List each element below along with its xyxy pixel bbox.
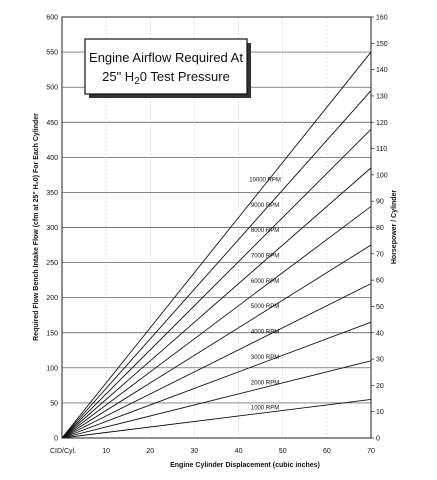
y-left-tick-label: 600 bbox=[46, 15, 58, 22]
rpm-labels: 1000 RPM 2000 RPM 3000 RPM 4000 RPM 5000 RPM… bbox=[249, 177, 281, 411]
y-left-tick-label: 500 bbox=[46, 85, 58, 92]
rpm-line-label: 9000 RPM bbox=[251, 203, 279, 209]
rpm-line-label: 6000 RPM bbox=[251, 279, 279, 285]
rpm-line bbox=[61, 283, 372, 439]
y-axis-left-title: Required Flow Bench Intake Flow (cfm at … bbox=[33, 113, 40, 341]
rpm-line bbox=[61, 51, 372, 439]
y-left-tick-label: 550 bbox=[46, 50, 58, 57]
y-right-tick-label: 100 bbox=[376, 172, 388, 179]
y-right-tick-label: 110 bbox=[376, 146, 387, 153]
rpm-line bbox=[61, 360, 372, 439]
ticks: 0 50 100 150 200 250 300 350 400 450 500 550 600 0 10 2… bbox=[46, 15, 387, 456]
y-left-tick-label: 250 bbox=[46, 260, 58, 267]
y-right-tick-label: 40 bbox=[376, 330, 384, 337]
rpm-line bbox=[61, 321, 372, 439]
y-left-tick-label: 50 bbox=[50, 400, 58, 407]
rpm-line bbox=[61, 128, 372, 439]
chart-title-line-1: Engine Airflow Required At bbox=[89, 50, 243, 65]
rpm-line-label: 7000 RPM bbox=[251, 253, 279, 259]
y-left-tick-label: 200 bbox=[46, 295, 58, 302]
chart-title-box: Engine Airflow Required At 25" H20 Test … bbox=[84, 38, 251, 98]
rpm-line bbox=[61, 167, 372, 439]
y-right-tick-label: 160 bbox=[376, 15, 388, 22]
y-right-tick-label: 10 bbox=[376, 409, 384, 416]
x-tick-label: 60 bbox=[323, 448, 331, 455]
rpm-line bbox=[61, 206, 372, 439]
y-right-tick-label: 80 bbox=[376, 225, 384, 232]
y-right-tick-label: 70 bbox=[376, 251, 384, 258]
x-axis-title: Engine Cylinder Displacement (cubic inch… bbox=[170, 462, 320, 469]
rpm-line-label: 2000 RPM bbox=[251, 380, 279, 386]
y-right-tick-label: 20 bbox=[376, 383, 384, 390]
x-tick-label: 40 bbox=[235, 448, 243, 455]
x-tick-label: 50 bbox=[279, 448, 287, 455]
y-right-tick-label: 30 bbox=[376, 357, 384, 364]
y-left-tick-label: 400 bbox=[46, 155, 58, 162]
y-left-tick-label: 350 bbox=[46, 190, 58, 197]
x-tick-label: 30 bbox=[191, 448, 199, 455]
y-left-tick-label: 100 bbox=[46, 365, 58, 372]
y-right-tick-label: 150 bbox=[376, 41, 388, 48]
y-axis-right-title: Horsepower / Cylinder bbox=[391, 190, 398, 265]
x-tick-label: 70 bbox=[367, 448, 375, 455]
y-right-tick-label: 120 bbox=[376, 120, 388, 127]
x-corner-label: CID/Cyl. bbox=[50, 448, 76, 455]
rpm-line-label: 8000 RPM bbox=[251, 228, 279, 234]
y-left-tick-label: 450 bbox=[46, 120, 58, 127]
rpm-line-label: 1000 RPM bbox=[251, 406, 279, 412]
rpm-line-label: 4000 RPM bbox=[251, 330, 279, 336]
rpm-line bbox=[61, 90, 372, 439]
y-left-tick-label: 150 bbox=[46, 330, 58, 337]
rpm-line-label: 10000 RPM bbox=[249, 177, 281, 183]
y-left-tick-label: 0 bbox=[54, 436, 58, 443]
y-right-tick-label: 50 bbox=[376, 304, 384, 311]
x-tick-label: 20 bbox=[146, 448, 154, 455]
rpm-line bbox=[61, 244, 372, 439]
chart-title-line-2: 25" H20 Test Pressure bbox=[102, 69, 230, 87]
y-right-tick-label: 0 bbox=[376, 436, 380, 443]
y-right-tick-label: 90 bbox=[376, 199, 384, 206]
y-right-tick-label: 130 bbox=[376, 93, 388, 100]
rpm-lines bbox=[61, 51, 372, 439]
y-right-tick-label: 60 bbox=[376, 278, 384, 285]
y-right-tick-label: 140 bbox=[376, 67, 388, 74]
y-left-tick-label: 300 bbox=[46, 225, 58, 232]
rpm-line bbox=[61, 398, 372, 439]
x-tick-label: 10 bbox=[102, 448, 110, 455]
rpm-line-label: 5000 RPM bbox=[251, 304, 279, 310]
rpm-line-label: 3000 RPM bbox=[251, 355, 279, 361]
